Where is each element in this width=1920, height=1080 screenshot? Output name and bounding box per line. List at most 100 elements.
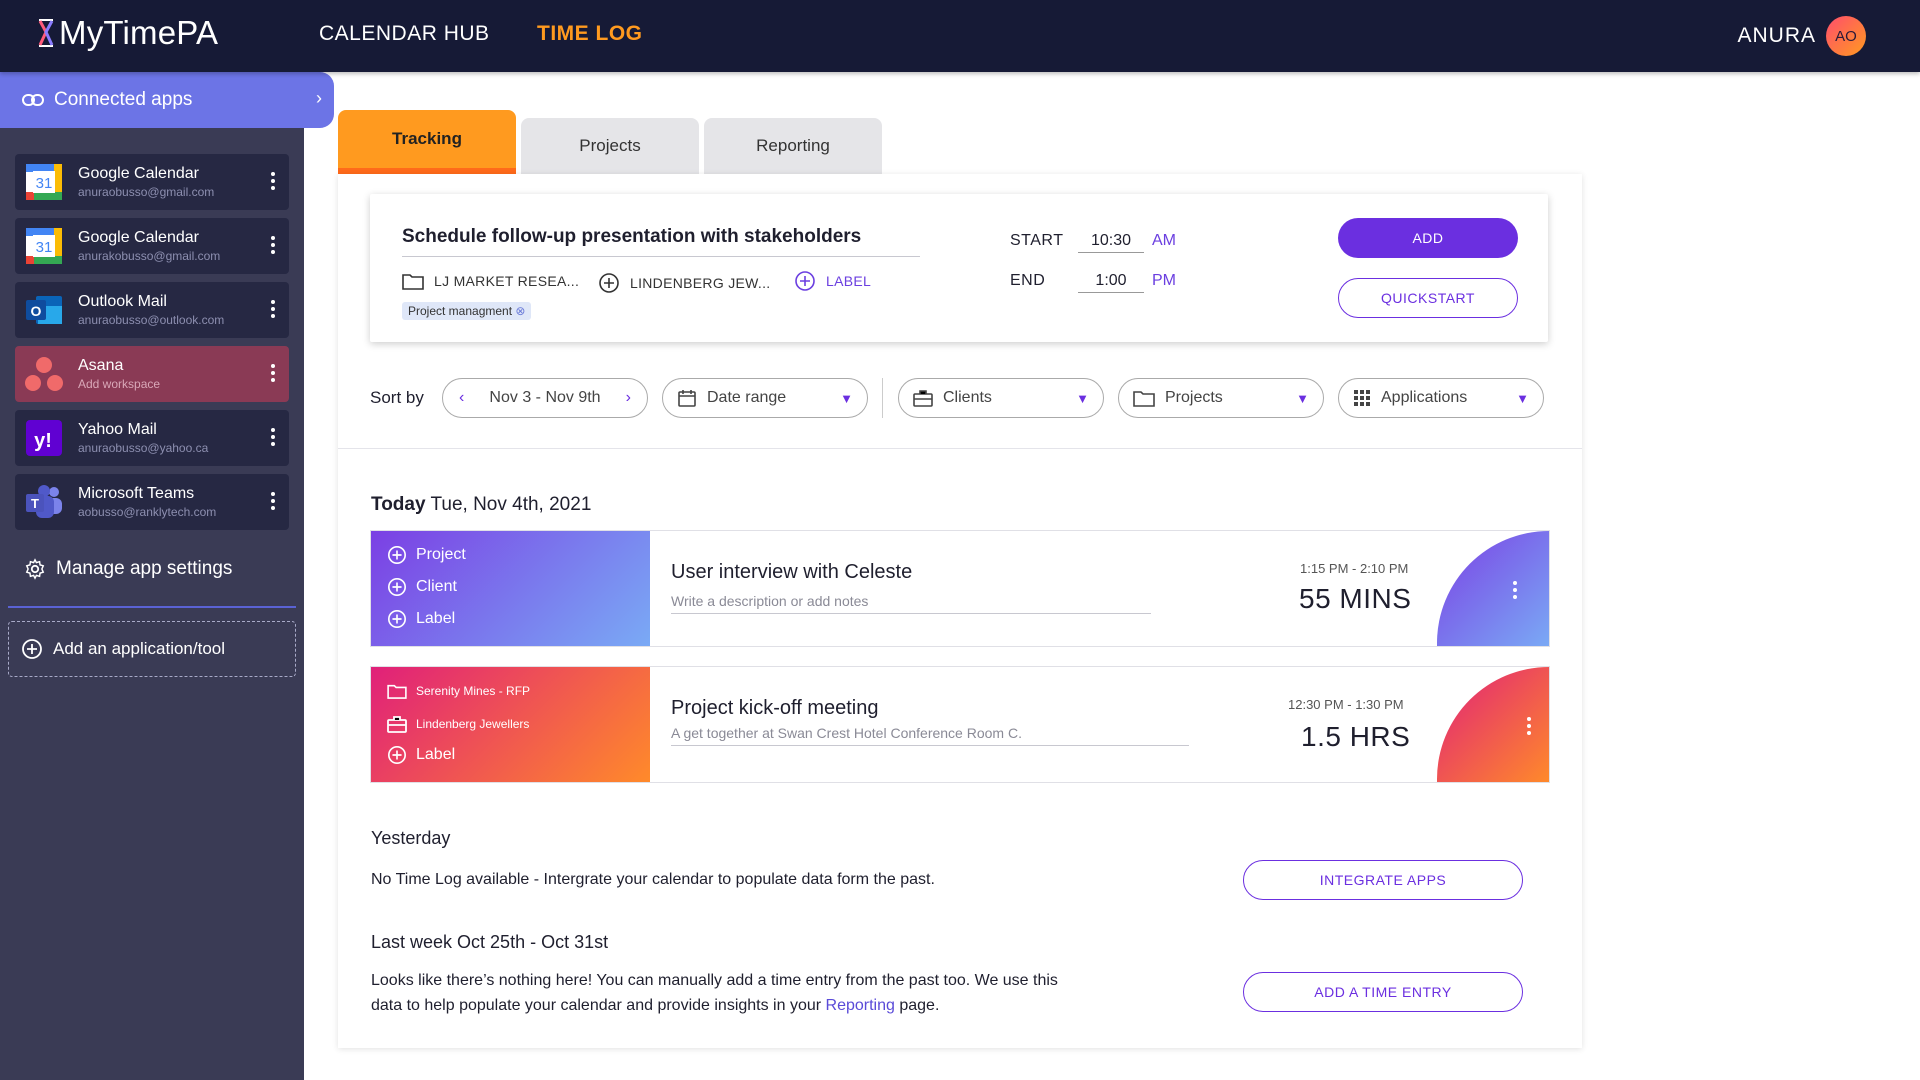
- sidebar: Connected apps › 31 Google Calendar anur…: [0, 72, 334, 1080]
- more-options-icon[interactable]: [1513, 581, 1517, 599]
- calendar-icon: [678, 390, 696, 407]
- date-range-label: Date range: [707, 389, 787, 406]
- teams-icon: T: [24, 482, 64, 522]
- nav-time-log[interactable]: TIME LOG: [537, 22, 643, 45]
- chevron-down-icon: ▼: [840, 390, 853, 406]
- more-options-icon[interactable]: [271, 300, 275, 318]
- user-name: ANURA: [1737, 24, 1816, 47]
- label-button-text: LABEL: [826, 273, 872, 289]
- logo-text: MyTimePA: [59, 14, 219, 51]
- svg-text:31: 31: [36, 175, 53, 192]
- logo[interactable]: MyTimePA: [36, 14, 218, 52]
- applications-label: Applications: [1381, 389, 1468, 406]
- app-card-microsoft-teams[interactable]: T Microsoft Teams aobusso@ranklytech.com: [15, 474, 289, 530]
- app-card-google-calendar-2[interactable]: 31 Google Calendar anurakobusso@gmail.co…: [15, 218, 289, 274]
- add-project-button[interactable]: Project: [387, 545, 466, 565]
- app-card-asana[interactable]: Asana Add workspace: [15, 346, 289, 402]
- app-card-yahoo-mail[interactable]: y! Yahoo Mail anuraobusso@yahoo.ca: [15, 410, 289, 466]
- chevron-left-icon[interactable]: ‹: [459, 389, 465, 406]
- hourglass-icon: [38, 19, 54, 47]
- add-time-entry-button[interactable]: ADD A TIME ENTRY: [1243, 972, 1523, 1012]
- yesterday-heading: Yesterday: [371, 828, 451, 848]
- entry-meta-panel: Serenity Mines - RFP Lindenberg Jeweller…: [371, 667, 650, 782]
- plus-circle-icon: [795, 271, 815, 291]
- integrate-apps-button[interactable]: INTEGRATE APPS: [1243, 860, 1523, 900]
- top-bar: MyTimePA CALENDAR HUB TIME LOG ANURA AO: [0, 0, 1920, 72]
- start-label: START: [1010, 232, 1064, 249]
- app-name: Yahoo Mail: [78, 421, 157, 438]
- add-label-button[interactable]: Label: [387, 745, 455, 765]
- clients-dropdown[interactable]: Clients ▼: [898, 378, 1104, 418]
- date-range-dropdown[interactable]: Date range ▼: [662, 378, 868, 418]
- week-selector[interactable]: ‹ Nov 3 - Nov 9th ›: [442, 378, 648, 418]
- entry-description-input[interactable]: Write a description or add notes: [671, 593, 1151, 614]
- client-selector[interactable]: LINDENBERG JEW...: [598, 272, 770, 294]
- reporting-link[interactable]: Reporting: [825, 997, 895, 1014]
- connected-apps-tab[interactable]: Connected apps ›: [0, 72, 334, 128]
- more-options-icon[interactable]: [271, 236, 275, 254]
- asana-icon: [24, 354, 64, 394]
- add-client-button[interactable]: Client: [387, 577, 457, 597]
- user-menu[interactable]: ANURA AO: [1737, 16, 1866, 56]
- more-options-icon[interactable]: [271, 428, 275, 446]
- app-account: anuraobusso@gmail.com: [78, 185, 215, 199]
- connected-apps-label: Connected apps: [54, 89, 193, 110]
- quickstart-button[interactable]: QUICKSTART: [1338, 278, 1518, 318]
- entry-description-input[interactable]: A get together at Swan Crest Hotel Confe…: [671, 725, 1189, 746]
- chevron-right-icon: ›: [316, 88, 322, 108]
- google-calendar-icon: 31: [24, 162, 64, 202]
- svg-text:31: 31: [36, 239, 53, 256]
- close-icon[interactable]: ⊗: [515, 304, 526, 318]
- end-ampm-toggle[interactable]: PM: [1152, 272, 1176, 289]
- project-tag[interactable]: Serenity Mines - RFP: [387, 683, 530, 699]
- client-tag[interactable]: Lindenberg Jewellers: [387, 715, 529, 733]
- manage-app-settings[interactable]: Manage app settings: [24, 558, 232, 580]
- plus-circle-icon: [388, 546, 406, 564]
- add-label-button[interactable]: Label: [387, 609, 455, 629]
- project-selector[interactable]: LJ MARKET RESEA...: [402, 272, 579, 290]
- end-time-input[interactable]: 1:00: [1078, 272, 1144, 293]
- applications-dropdown[interactable]: Applications ▼: [1338, 378, 1544, 418]
- client-field: Client: [416, 578, 457, 595]
- avatar[interactable]: AO: [1826, 16, 1866, 56]
- add-button[interactable]: ADD: [1338, 218, 1518, 258]
- label-field: Label: [416, 746, 456, 763]
- more-options-icon[interactable]: [1527, 717, 1531, 735]
- folder-icon: [402, 274, 424, 290]
- chevron-down-icon: ▼: [1516, 390, 1529, 406]
- new-entry-card: Schedule follow-up presentation with sta…: [370, 194, 1548, 342]
- last-week-line2-post: page.: [894, 997, 940, 1014]
- app-card-google-calendar-1[interactable]: 31 Google Calendar anuraobusso@gmail.com: [15, 154, 289, 210]
- briefcase-icon: [913, 390, 933, 407]
- entry-title[interactable]: Project kick-off meeting: [671, 697, 879, 719]
- chevron-right-icon[interactable]: ›: [625, 389, 631, 406]
- today-label: Today: [371, 494, 426, 515]
- start-ampm-toggle[interactable]: AM: [1152, 232, 1176, 249]
- today-date: Tue, Nov 4th, 2021: [430, 494, 592, 515]
- app-card-outlook-mail[interactable]: O Outlook Mail anuraobusso@outlook.com: [15, 282, 289, 338]
- tab-tracking[interactable]: Tracking: [338, 110, 516, 174]
- start-time-input[interactable]: 10:30: [1078, 232, 1144, 253]
- yahoo-icon: y!: [24, 418, 64, 458]
- last-week-heading: Last week Oct 25th - Oct 31st: [371, 932, 609, 952]
- tab-projects[interactable]: Projects: [521, 118, 699, 174]
- more-options-icon[interactable]: [271, 364, 275, 382]
- more-options-icon[interactable]: [271, 492, 275, 510]
- entry-meta-panel: Project Client Label: [371, 531, 650, 646]
- tag-chip[interactable]: Project managment ⊗: [402, 302, 532, 320]
- today-heading: Today Tue, Nov 4th, 2021: [371, 494, 591, 516]
- add-application-button[interactable]: Add an application/tool: [8, 621, 296, 677]
- add-label-button[interactable]: LABEL: [794, 270, 871, 292]
- more-options-icon[interactable]: [271, 172, 275, 190]
- project-field: Serenity Mines - RFP: [416, 684, 531, 698]
- entry-title-input[interactable]: Schedule follow-up presentation with sta…: [402, 226, 920, 257]
- app-account: aobusso@ranklytech.com: [78, 505, 217, 519]
- app-name: Asana: [78, 357, 124, 374]
- time-entry-card[interactable]: Serenity Mines - RFP Lindenberg Jeweller…: [370, 666, 1550, 783]
- nav-calendar-hub[interactable]: CALENDAR HUB: [319, 22, 490, 45]
- entry-title[interactable]: User interview with Celeste: [671, 561, 913, 583]
- projects-dropdown[interactable]: Projects ▼: [1118, 378, 1324, 418]
- tab-reporting[interactable]: Reporting: [704, 118, 882, 174]
- time-entry-card[interactable]: Project Client Label User interview with…: [370, 530, 1550, 647]
- gear-icon: [25, 558, 45, 580]
